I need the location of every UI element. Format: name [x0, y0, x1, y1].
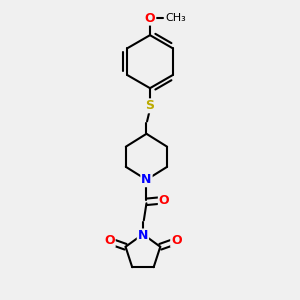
Text: O: O: [171, 234, 182, 247]
Text: O: O: [159, 194, 170, 207]
Text: N: N: [138, 230, 148, 242]
Text: O: O: [145, 12, 155, 25]
Text: S: S: [146, 99, 154, 112]
Text: O: O: [104, 234, 115, 247]
Text: CH₃: CH₃: [166, 13, 186, 23]
Text: N: N: [141, 173, 152, 186]
